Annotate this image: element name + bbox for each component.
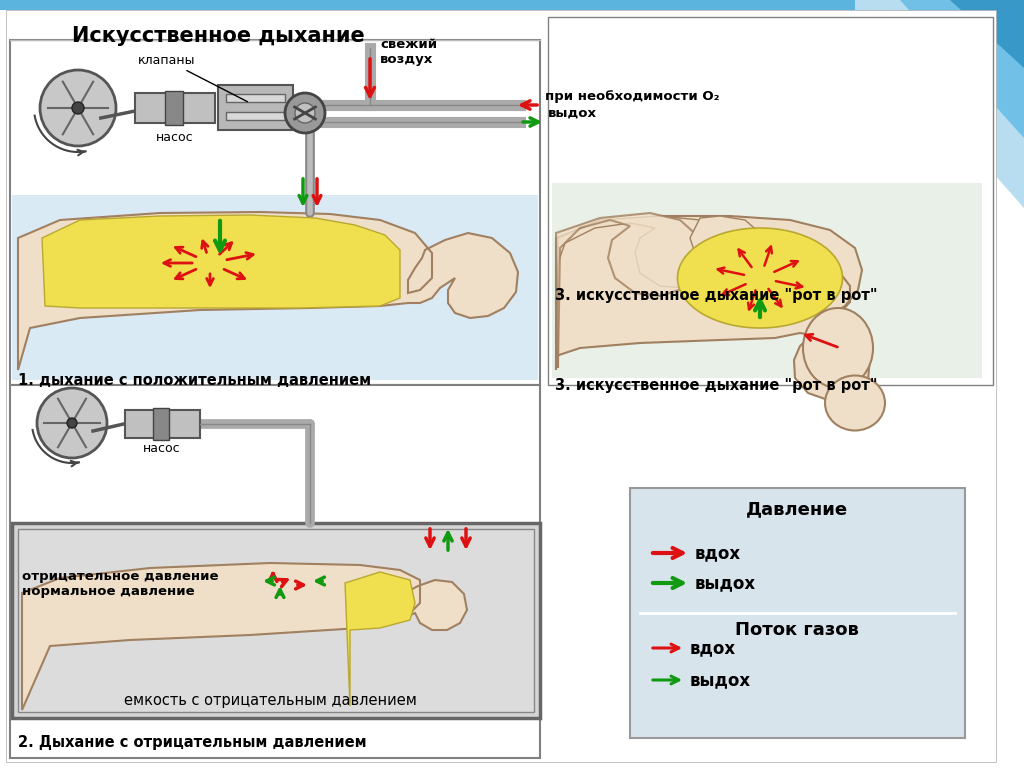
Text: Давление: Давление	[745, 500, 848, 518]
Text: отрицательное давление: отрицательное давление	[22, 570, 218, 583]
Bar	[165, 91, 183, 125]
Bar	[552, 183, 982, 378]
Text: свежий
воздух: свежий воздух	[380, 38, 437, 66]
Text: нормальное давление: нормальное давление	[22, 585, 195, 598]
Text: клапаны: клапаны	[137, 54, 248, 101]
Bar	[226, 112, 285, 120]
Text: емкость с отрицательным давлением: емкость с отрицательным давлением	[124, 693, 417, 708]
Ellipse shape	[678, 228, 843, 328]
Circle shape	[72, 102, 84, 114]
Circle shape	[285, 93, 325, 133]
Bar	[135, 93, 215, 123]
Text: вдох: вдох	[695, 544, 741, 562]
Text: Поток газов: Поток газов	[735, 621, 859, 639]
Text: 2. Дыхание с отрицательным давлением: 2. Дыхание с отрицательным давлением	[18, 735, 367, 750]
Bar	[125, 410, 200, 438]
Circle shape	[67, 418, 77, 428]
Polygon shape	[42, 215, 400, 308]
Bar	[153, 408, 169, 440]
Bar	[0, 0, 855, 10]
Bar	[226, 94, 285, 102]
Text: вдох: вдох	[690, 639, 736, 657]
Bar	[10, 40, 540, 385]
Text: Искусственное дыхание: Искусственное дыхание	[72, 26, 365, 46]
Text: выдох: выдох	[548, 107, 597, 120]
Polygon shape	[556, 213, 700, 368]
Text: выдох: выдох	[690, 671, 752, 689]
Polygon shape	[840, 0, 1024, 208]
Polygon shape	[18, 212, 518, 370]
Polygon shape	[690, 216, 762, 283]
Circle shape	[295, 103, 315, 123]
Text: насос: насос	[143, 442, 181, 455]
Polygon shape	[900, 0, 1024, 138]
Bar	[630, 488, 965, 738]
Ellipse shape	[803, 308, 873, 388]
Polygon shape	[345, 572, 415, 706]
Text: при необходимости О₂: при необходимости О₂	[545, 90, 720, 103]
Text: выдох: выдох	[695, 574, 756, 592]
Polygon shape	[558, 216, 725, 368]
Bar	[18, 529, 534, 712]
Ellipse shape	[825, 376, 885, 431]
Text: 3. искусственное дыхание "рот в рот": 3. искусственное дыхание "рот в рот"	[555, 378, 878, 393]
Bar	[10, 385, 540, 758]
Bar	[548, 17, 993, 385]
Bar	[12, 195, 538, 380]
Bar	[218, 85, 293, 130]
Text: 3. искусственное дыхание "рот в рот": 3. искусственное дыхание "рот в рот"	[555, 288, 878, 303]
Text: 1. дыхание с положительным давлением: 1. дыхание с положительным давлением	[18, 373, 371, 388]
Polygon shape	[556, 216, 870, 400]
Bar	[12, 523, 540, 718]
Polygon shape	[22, 563, 467, 710]
Circle shape	[40, 70, 116, 146]
Polygon shape	[950, 0, 1024, 68]
Circle shape	[37, 388, 106, 458]
Text: насос: насос	[157, 131, 194, 144]
